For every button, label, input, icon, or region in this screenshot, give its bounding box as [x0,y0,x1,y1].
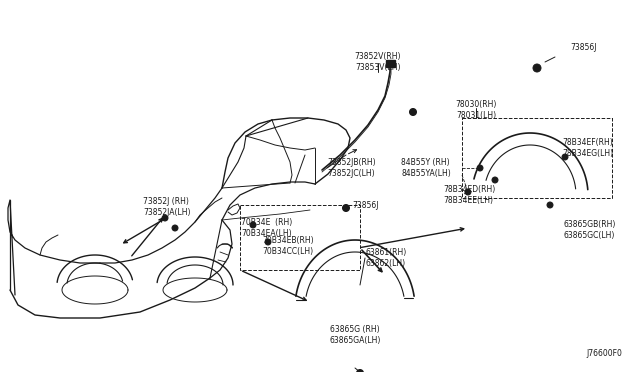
Circle shape [162,215,168,221]
Text: 63865GB(RH)
63865GC(LH): 63865GB(RH) 63865GC(LH) [564,220,616,240]
Text: 73852JB(RH)
73852JC(LH): 73852JB(RH) 73852JC(LH) [327,158,376,178]
Circle shape [465,189,471,195]
Circle shape [250,222,256,228]
Text: 70B34E  (RH)
70B34EA(LH): 70B34E (RH) 70B34EA(LH) [241,218,292,238]
Text: 73856J: 73856J [570,42,596,51]
Circle shape [533,64,541,72]
Text: 78B34EF(RH)
78B34EG(LH): 78B34EF(RH) 78B34EG(LH) [562,138,613,158]
Circle shape [356,369,364,372]
Bar [240,205,360,270]
Text: 73852V(RH)
73853V(LH): 73852V(RH) 73853V(LH) [355,52,401,72]
Bar [462,118,612,198]
Polygon shape [386,60,395,67]
Text: 73856J: 73856J [352,201,378,209]
Circle shape [562,154,568,160]
Circle shape [492,177,498,183]
Circle shape [342,205,349,212]
Text: 78030(RH)
78031(LH): 78030(RH) 78031(LH) [455,100,497,120]
Text: 84B55Y (RH)
84B55YA(LH): 84B55Y (RH) 84B55YA(LH) [401,158,451,178]
Text: 70B34EB(RH)
70B34CC(LH): 70B34EB(RH) 70B34CC(LH) [262,236,314,256]
Circle shape [547,202,553,208]
Circle shape [172,225,178,231]
Circle shape [477,165,483,171]
Text: 73852J (RH)
73852JA(LH): 73852J (RH) 73852JA(LH) [143,197,191,217]
Circle shape [265,239,271,245]
Circle shape [410,109,417,115]
Text: 63865G (RH)
63865GA(LH): 63865G (RH) 63865GA(LH) [330,325,381,345]
Text: J76600F0: J76600F0 [586,349,622,358]
Text: 63861(RH)
63862(LH): 63861(RH) 63862(LH) [365,248,406,268]
Text: 78B34ED(RH)
78B34EE(LH): 78B34ED(RH) 78B34EE(LH) [443,185,495,205]
